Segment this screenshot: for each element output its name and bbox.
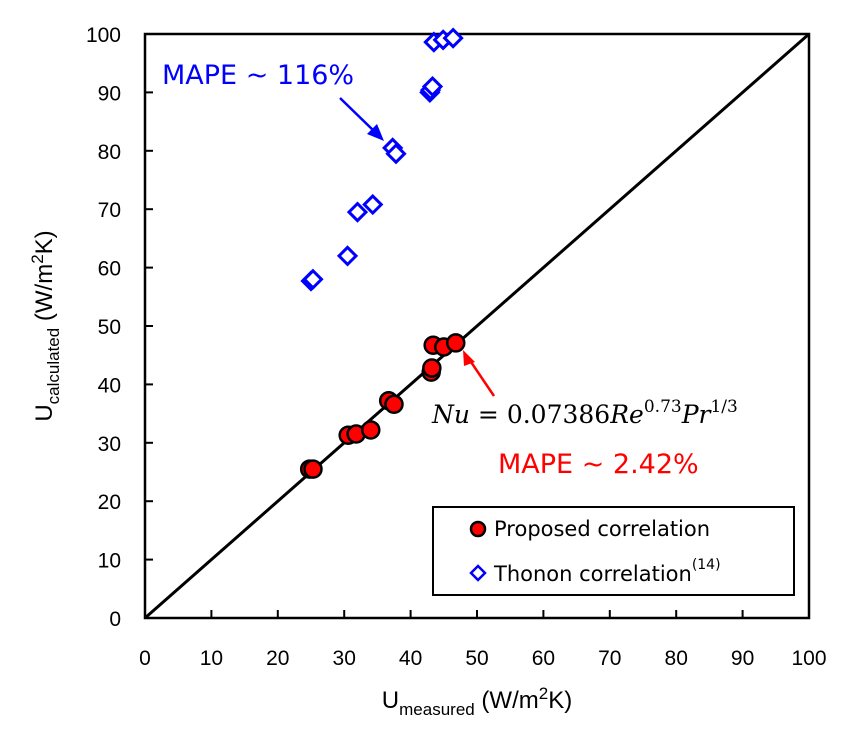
x-axis-title-unit-end: K) [548, 687, 572, 714]
data-point-diamond [421, 75, 444, 98]
legend-entry-proposed: Proposed correlation [469, 517, 710, 541]
data-point-diamond [302, 268, 324, 290]
y-tick-label: 70 [98, 199, 121, 222]
x-tick-label: 30 [333, 647, 356, 670]
annotation-equation: Nu = 0.07386Re0.73Pr1/3 [431, 397, 738, 429]
series-proposed-correlation [299, 333, 466, 479]
data-point-circle [361, 420, 381, 440]
x-tick-label: 40 [399, 647, 422, 670]
arrow-head-red [463, 350, 475, 366]
y-axis-title-unit-end: K) [31, 230, 58, 254]
x-tick-label: 100 [791, 647, 826, 670]
data-point-circle [446, 333, 466, 353]
x-axis-title-sub: measured [399, 700, 475, 719]
x-tick-label: 70 [598, 647, 621, 670]
arrow-head-blue [367, 124, 384, 141]
y-tick-label: 60 [98, 258, 121, 281]
eq-coef: = 0.07386 [470, 400, 610, 429]
reference-line-group [144, 32, 810, 620]
x-tick-label: 90 [731, 647, 754, 670]
y-tick-label: 30 [98, 433, 121, 456]
y-tick-label: 10 [98, 550, 121, 573]
x-axis-title-main: U [382, 687, 399, 714]
y-axis-title-sub: calculated [44, 328, 63, 405]
data-point-circle [422, 358, 442, 378]
x-tick-label: 60 [532, 647, 555, 670]
data-series [299, 27, 466, 479]
x-axis-title-unit: (W/m [475, 687, 539, 714]
x-tick-label: 10 [200, 647, 223, 670]
annotation-arrow-thonon [339, 97, 384, 141]
x-tick-label: 80 [665, 647, 688, 670]
y-axis-title: Ucalculated (W/m2K) [28, 230, 63, 421]
eq-pr: Pr [681, 400, 713, 429]
x-axis-title-unit-sup: 2 [539, 684, 548, 703]
data-point-diamond [385, 143, 407, 165]
eq-nu: Nu [431, 400, 470, 429]
data-point-circle [303, 459, 323, 479]
data-point-diamond [336, 245, 359, 267]
x-axis-title: Umeasured (W/m2K) [382, 684, 572, 719]
annotation-mape-proposed: MAPE ~ 2.42% [498, 449, 699, 480]
reference-line-y-equals-x [144, 32, 810, 620]
legend-label-thonon-ref: (14) [692, 557, 721, 573]
legend: Proposed correlation Thonon correlation(… [432, 506, 795, 596]
eq-re-exp: 0.73 [644, 397, 682, 417]
y-tick-label: 100 [86, 24, 121, 47]
y-tick-label: 0 [109, 608, 121, 631]
y-tick-label: 90 [98, 82, 121, 105]
y-tick-label: 20 [98, 491, 121, 514]
data-point-circle [384, 394, 404, 415]
x-tick-label: 0 [139, 647, 151, 670]
data-point-diamond [346, 201, 369, 223]
legend-marker-diamond [469, 564, 487, 582]
axis-ticks: 0 10 20 30 40 50 60 70 80 90 100 0 10 20 30 40 50 60 70 80 9… [86, 24, 827, 670]
legend-label-thonon-main: Thonon correlation [493, 562, 692, 586]
annotation-mape-thonon: MAPE ~ 116% [162, 60, 354, 91]
eq-re: Re [609, 400, 644, 429]
data-point-diamond [442, 27, 464, 49]
y-tick-label: 50 [98, 316, 121, 339]
y-axis-title-unit: (W/m [31, 264, 58, 328]
legend-marker-circle [469, 520, 487, 538]
eq-pr-exp: 1/3 [710, 397, 737, 417]
series-thonon-correlation [300, 27, 464, 292]
annotation-arrow-proposed [463, 350, 496, 397]
arrow-shaft-blue [339, 97, 376, 133]
x-tick-label: 20 [266, 647, 289, 670]
y-axis-title-main: U [31, 404, 58, 421]
y-tick-label: 40 [98, 374, 121, 397]
legend-entry-thonon: Thonon correlation(14) [469, 557, 721, 586]
legend-label-thonon: Thonon correlation(14) [493, 557, 721, 586]
y-tick-label: 80 [98, 141, 121, 164]
arrow-shaft-red [467, 358, 496, 397]
x-tick-label: 50 [465, 647, 488, 670]
legend-label-proposed: Proposed correlation [494, 517, 710, 541]
legend-box [432, 506, 795, 596]
y-axis-title-unit-sup: 2 [28, 254, 47, 263]
data-point-diamond [362, 193, 384, 216]
